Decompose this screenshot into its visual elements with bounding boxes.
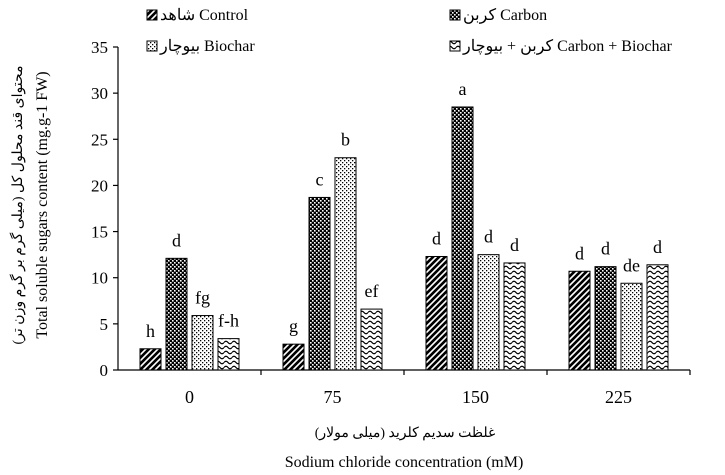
- bar: [568, 270, 591, 371]
- legend: شاهد Control کربن Carbon بیوچار Biochar …: [146, 7, 673, 55]
- bar: [425, 255, 448, 371]
- x-axis-title-persian: غلظت سدیم کلرید (میلی مولار): [315, 426, 496, 441]
- bar-significance-label: g: [289, 316, 298, 336]
- x-category-label: 150: [462, 387, 489, 407]
- legend-item-control: شاهد Control: [146, 7, 249, 24]
- bar: [503, 262, 526, 371]
- bar-significance-label: d: [172, 230, 181, 250]
- x-axis-title-english: Sodium chloride concentration (mM): [285, 454, 524, 471]
- bar-significance-label: d: [575, 243, 584, 263]
- y-tick-label: 25: [91, 130, 108, 149]
- bar: [646, 264, 669, 371]
- y-tick-label: 10: [91, 269, 108, 288]
- y-axis-title-english: Total soluble sugars content (mg.g-1 FW): [34, 71, 51, 338]
- y-tick-label: 15: [91, 223, 108, 242]
- legend-item-carbon: کربن Carbon: [449, 7, 547, 24]
- bar: [620, 282, 643, 371]
- legend-label-control: شاهد Control: [160, 7, 249, 24]
- bar-significance-label: h: [146, 321, 155, 341]
- y-tick-label: 0: [100, 361, 109, 380]
- legend-label-carbon: کربن Carbon: [463, 7, 547, 24]
- bar-significance-label: b: [341, 130, 350, 150]
- bar-significance-label: fg: [195, 288, 210, 308]
- bar-significance-label: f-h: [218, 311, 239, 331]
- bar-significance-label: d: [432, 228, 441, 248]
- bar: [360, 308, 383, 371]
- bar: [191, 315, 214, 371]
- bar: [282, 343, 305, 371]
- legend-swatch-carbon-biochar: [449, 40, 461, 52]
- x-category-label: 0: [185, 387, 194, 407]
- bar-significance-label: d: [653, 237, 662, 257]
- legend-label-biochar: بیوچار Biochar: [159, 38, 255, 55]
- bar-significance-label: ef: [365, 281, 379, 301]
- bar: [139, 348, 162, 371]
- y-ticks: 0 5 10 15 20 25 30 35: [91, 38, 118, 380]
- x-category-label: 75: [324, 387, 342, 407]
- bar: [308, 196, 331, 371]
- bar: [451, 106, 474, 371]
- legend-swatch-control: [146, 9, 158, 21]
- legend-swatch-biochar: [146, 40, 158, 52]
- x-category-label: 225: [605, 387, 632, 407]
- bar: [165, 257, 188, 371]
- legend-swatch-carbon: [449, 9, 461, 21]
- x-categories: 0 75 150 225: [185, 370, 691, 407]
- bar-significance-label: c: [316, 169, 324, 189]
- legend-item-carbon-biochar: کربن + بیوچار Carbon + Biochar: [449, 38, 673, 55]
- bar-significance-label: a: [459, 79, 467, 99]
- bar-significance-label: d: [484, 227, 493, 247]
- bar-significance-label: d: [601, 239, 610, 259]
- bar: [477, 254, 500, 371]
- y-tick-label: 5: [100, 315, 109, 334]
- y-axis-title-persian: محتوای قند محلول کل (میلی گرم بر گرم وزن…: [9, 66, 26, 345]
- bars: [139, 106, 669, 371]
- legend-item-biochar: بیوچار Biochar: [146, 38, 255, 55]
- bar: [594, 266, 617, 371]
- bar: [217, 338, 240, 371]
- bar-significance-label: d: [510, 235, 519, 255]
- y-tick-label: 30: [91, 84, 108, 103]
- bar: [334, 157, 357, 371]
- bar-significance-label: de: [623, 255, 640, 275]
- y-tick-label: 35: [91, 38, 108, 57]
- legend-label-carbon-biochar: کربن + بیوچار Carbon + Biochar: [462, 38, 673, 55]
- y-tick-label: 20: [91, 176, 108, 195]
